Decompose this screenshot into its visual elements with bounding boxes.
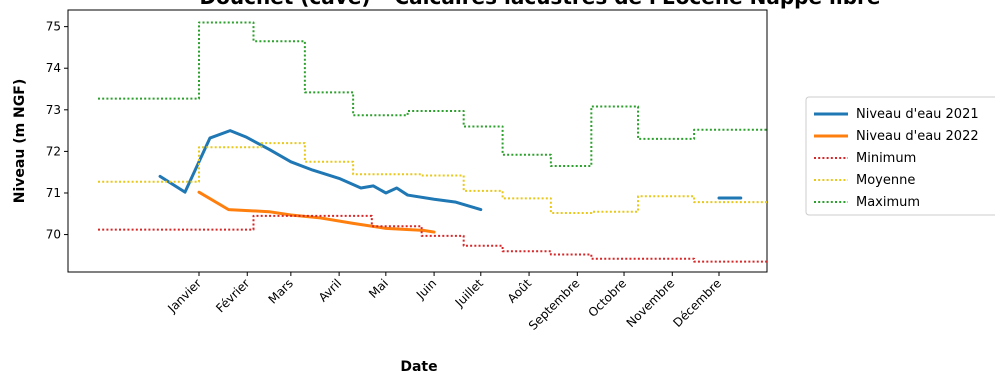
series-niveau-d-eau-2022 — [197, 190, 436, 234]
legend: Niveau d'eau 2021 Niveau d'eau 2022 Minimu… — [805, 96, 995, 216]
y-tick-label: 73 — [46, 103, 61, 117]
legend-label: Niveau d'eau 2021 — [856, 107, 979, 122]
y-tick-label: 74 — [46, 61, 61, 75]
series-moyenne — [98, 142, 767, 214]
y-tick-label: 75 — [46, 20, 61, 34]
legend-label: Minimum — [856, 151, 916, 166]
plot-frame — [67, 9, 768, 273]
y-axis-label: Niveau (m NGF) — [12, 79, 28, 203]
x-tick-label: Octobre — [585, 276, 629, 320]
y-tick-label: 72 — [46, 144, 61, 158]
x-tick-label: Novembre — [624, 276, 678, 330]
x-axis-label: Date — [400, 359, 437, 375]
series-minimum — [98, 214, 767, 263]
x-tick-label: Mai — [366, 276, 391, 301]
x-tick-label: Mars — [266, 276, 296, 306]
x-tick-label: Décembre — [670, 276, 724, 330]
legend-label: Moyenne — [856, 173, 915, 188]
chart-title: Doucnet (cave) – Calcaires lacustres de … — [200, 0, 881, 9]
x-tick-label: Avril — [316, 276, 344, 304]
legend-label: Maximum — [856, 195, 920, 210]
plot-area: 70 71 72 73 74 75 Janvier Février Mars Avril Mai Ju… — [46, 9, 768, 333]
x-tick-label: Septembre — [526, 276, 583, 333]
x-tick-label: Juillet — [452, 276, 486, 310]
series-niveau-d-eau-2021 — [158, 129, 483, 212]
y-tick-label: 71 — [46, 186, 61, 200]
x-tick-label: Janvier — [164, 276, 204, 316]
legend-box — [805, 96, 995, 216]
x-tick-label: Février — [213, 276, 252, 315]
x-tick-label: Juin — [413, 276, 439, 302]
y-tick-label: 70 — [46, 228, 61, 242]
series-maximum — [98, 21, 767, 167]
legend-label: Niveau d'eau 2022 — [856, 129, 979, 144]
x-tick-label: Août — [505, 276, 535, 306]
